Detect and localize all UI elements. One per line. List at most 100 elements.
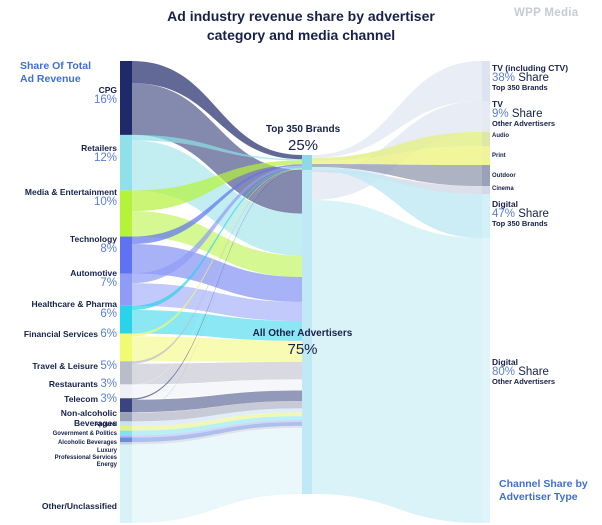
category-name: Apparel <box>94 422 117 428</box>
flow-top-1 <box>132 134 302 161</box>
right-axis-title-line-1: Channel Share by <box>499 478 588 490</box>
category-node-2 <box>120 190 132 237</box>
category-percent: 10% <box>93 196 117 208</box>
flow-top-outdoor <box>312 164 482 186</box>
right-axis-title-line-2: Advertiser Type <box>499 491 578 503</box>
category-name: Restaurants <box>48 379 98 389</box>
channel-share: 47% Share <box>492 208 549 220</box>
category-node-12 <box>120 425 132 431</box>
brand-logo: WPP Media <box>514 7 579 19</box>
category-label-4: Automotive 7% <box>22 268 117 289</box>
flow-top-10 <box>132 169 302 413</box>
flow-other-9 <box>132 390 302 413</box>
category-name: Luxury <box>96 448 117 454</box>
flow-top-2 <box>132 160 302 212</box>
flow-top-7 <box>132 169 302 364</box>
chart-title-line-1: Ad industry revenue share by advertiser <box>167 8 435 24</box>
category-label-14: Luxury <box>17 448 117 455</box>
category-node-17 <box>120 444 132 523</box>
category-name: Technology <box>69 234 117 244</box>
channel-name: Digital <box>492 357 518 367</box>
flow-top-6 <box>132 168 302 337</box>
left-axis-title-line-2: Ad Revenue <box>20 73 81 85</box>
channel-node-audio <box>482 132 490 146</box>
category-percent: 5% <box>100 360 117 372</box>
channel-group: Other Advertisers <box>492 377 556 386</box>
flow-other-8 <box>132 379 302 399</box>
channel-node-digital-top <box>482 194 490 238</box>
category-label-16: Energy <box>17 462 117 469</box>
channel-share: 9% Share <box>492 108 543 120</box>
other-advertisers-name: All Other Advertisers <box>252 328 353 339</box>
channel-name: TV <box>492 99 503 109</box>
channel-node-cinema <box>482 186 490 194</box>
flow-other-11 <box>132 408 302 426</box>
category-label-6: Financial Services 6% <box>22 328 117 340</box>
channel-name: Outdoor <box>492 173 516 179</box>
flow-other-7 <box>132 361 302 385</box>
left-axis-title: Share Of Total Ad Revenue <box>20 60 91 86</box>
category-name: Automotive <box>70 268 117 278</box>
channel-label-4: Outdoor <box>492 173 516 180</box>
category-node-15 <box>120 437 132 443</box>
sankey-nodes <box>120 61 490 523</box>
category-label-15: Professional Services <box>17 455 117 462</box>
category-percent: 3% <box>100 378 117 390</box>
flow-top-8 <box>132 169 302 386</box>
category-node-4 <box>120 273 132 306</box>
top350-name: Top 350 Brands <box>265 124 341 135</box>
category-node-10 <box>120 412 132 422</box>
category-name: Media & Entertainment <box>24 187 117 197</box>
category-name: Financial Services <box>23 329 98 339</box>
flow-top-digital <box>312 167 482 238</box>
category-percent: 16% <box>93 94 117 106</box>
chart-title: Ad industry revenue share by advertiser … <box>0 7 602 45</box>
category-percent: 6% <box>100 308 117 320</box>
channel-node-digital-other <box>482 238 490 523</box>
flow-top-0 <box>132 61 302 160</box>
category-label-9: Telecom 3% <box>22 393 117 405</box>
channel-label-7: Digital 80% Share Other Advertisers <box>492 357 555 387</box>
flow-top-3 <box>132 164 302 244</box>
node-top-350 <box>302 155 312 170</box>
category-name: Alcoholic Beverages <box>57 440 117 446</box>
flow-other-12 <box>132 412 302 431</box>
channel-flows <box>312 61 482 523</box>
category-name: Government & Politics <box>52 431 117 437</box>
flow-other-digital <box>312 200 482 523</box>
other-advertisers-percent: 75% <box>287 341 318 358</box>
channel-node-tv-other <box>482 101 490 132</box>
flow-other-15 <box>132 422 302 443</box>
channel-name: Audio <box>492 133 509 139</box>
flow-top-print <box>312 146 482 165</box>
category-node-0 <box>120 61 132 135</box>
channel-label-1: TV 9% Share Other Advertisers <box>492 99 555 129</box>
channel-label-0: TV (including CTV) 38% Share Top 350 Brand… <box>492 63 568 93</box>
category-percent: 3% <box>100 393 117 405</box>
category-name: Travel & Leisure <box>32 361 98 371</box>
category-name: Retailers <box>81 143 117 153</box>
flow-top-4 <box>132 165 302 284</box>
channel-name: Digital <box>492 199 518 209</box>
category-node-5 <box>120 305 132 334</box>
flow-top-9 <box>132 169 302 400</box>
category-label-5: Healthcare & Pharma 6% <box>22 299 117 320</box>
category-label-12: Government & Politics <box>17 431 117 438</box>
flow-other-13 <box>132 416 302 436</box>
category-name: Telecom <box>64 394 98 404</box>
category-node-16 <box>120 442 132 445</box>
channel-node-print <box>482 146 490 165</box>
channel-name: Cinema <box>492 186 514 192</box>
category-percent: 12% <box>93 152 117 164</box>
channel-group: Top 350 Brands <box>492 219 548 228</box>
category-node-7 <box>120 361 132 385</box>
category-label-7: Travel & Leisure 5% <box>22 360 117 372</box>
category-node-14 <box>120 435 132 438</box>
flow-top-audio <box>312 132 482 161</box>
category-node-1 <box>120 134 132 191</box>
category-label-13: Alcoholic Beverages <box>17 440 117 447</box>
category-node-9 <box>120 398 132 413</box>
flow-other-3 <box>132 243 302 302</box>
channel-share: 38% Share <box>492 72 549 84</box>
